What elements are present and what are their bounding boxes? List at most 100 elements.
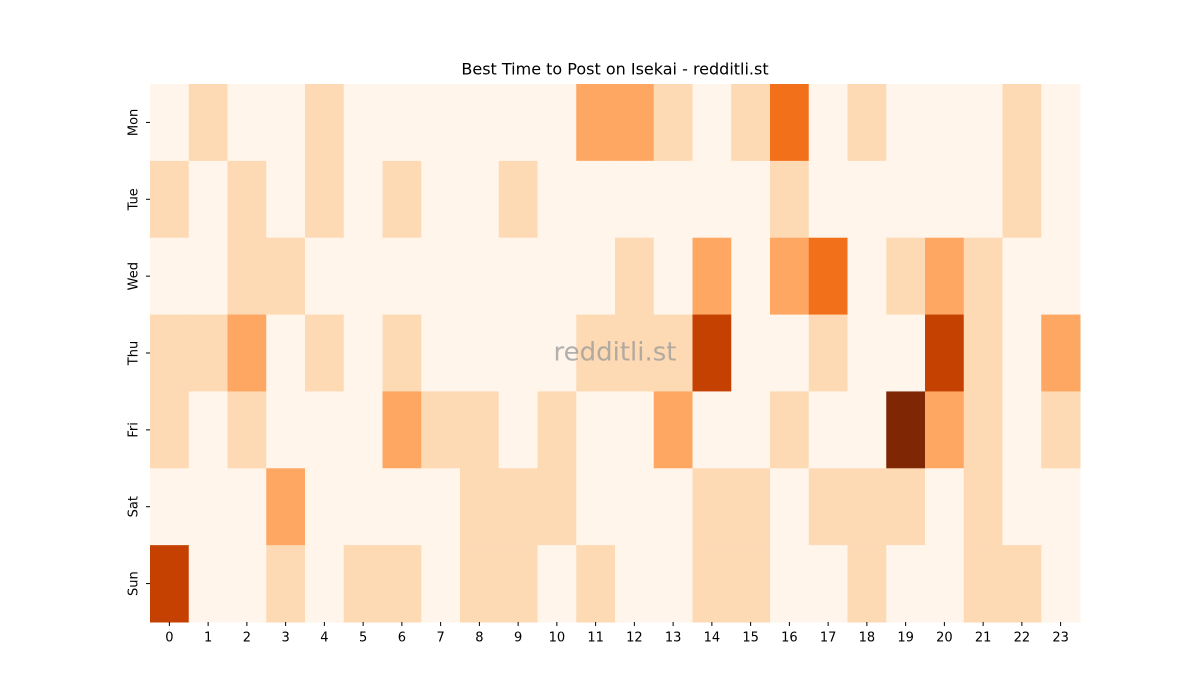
heat-cell: [808, 84, 848, 162]
heat-cell: [808, 468, 848, 546]
heat-cell: [653, 391, 693, 469]
heat-cell: [963, 468, 1003, 546]
heat-cell: [615, 545, 655, 623]
heat-cell: [847, 545, 887, 623]
heat-cell: [770, 84, 810, 162]
heat-cell: [886, 314, 926, 392]
heat-cell: [382, 314, 422, 392]
heat-cell: [1041, 545, 1081, 623]
heat-cell: [227, 84, 267, 162]
heat-cell: [460, 468, 500, 546]
heat-cell: [963, 391, 1003, 469]
heat-cell: [188, 160, 228, 239]
heat-cell: [1002, 545, 1042, 623]
heat-cell: [1041, 237, 1081, 316]
x-tick-label: 9: [514, 631, 522, 646]
heat-cell: [382, 391, 422, 469]
x-tick-label: 22: [1014, 631, 1031, 646]
heat-cell: [188, 237, 228, 316]
heat-cell: [537, 545, 577, 623]
heat-cell: [731, 545, 771, 623]
heat-cell: [963, 545, 1003, 623]
heat-cell: [731, 84, 771, 162]
heat-cell: [460, 545, 500, 623]
y-tick-label: Sun: [127, 571, 142, 596]
heat-cell: [266, 84, 306, 162]
heat-cell: [615, 160, 655, 239]
heat-cell: [692, 314, 732, 392]
heat-cell: [150, 84, 190, 162]
heat-cell: [886, 84, 926, 162]
heat-cell: [421, 314, 461, 392]
heat-cell: [576, 468, 616, 546]
heat-cell: [1002, 160, 1042, 239]
x-tick-label: 17: [820, 631, 837, 646]
heat-cell: [886, 391, 926, 469]
heat-cell: [692, 545, 732, 623]
heat-cell: [731, 314, 771, 392]
heat-cell: [731, 160, 771, 239]
heat-cell: [963, 237, 1003, 316]
heat-cell: [576, 545, 616, 623]
heat-cell: [421, 391, 461, 469]
heat-cell: [653, 545, 693, 623]
heat-cell: [343, 545, 383, 623]
heat-cell: [382, 237, 422, 316]
heat-cell: [1002, 391, 1042, 469]
x-tick-label: 1: [204, 631, 212, 646]
heat-cell: [925, 391, 965, 469]
heat-cell: [615, 468, 655, 546]
heat-cell: [421, 468, 461, 546]
heat-cell: [1041, 468, 1081, 546]
heat-cell: [266, 160, 306, 239]
heat-cell: [770, 545, 810, 623]
heat-cell: [266, 391, 306, 469]
heat-cell: [188, 84, 228, 162]
heat-cell: [188, 314, 228, 392]
heat-cell: [847, 314, 887, 392]
heat-cell: [925, 545, 965, 623]
heat-cell: [421, 84, 461, 162]
x-tick-label: 4: [320, 631, 328, 646]
heat-cell: [847, 391, 887, 469]
heat-cell: [653, 314, 693, 392]
heat-cell: [925, 468, 965, 546]
heat-cell: [227, 314, 267, 392]
heat-cell: [227, 237, 267, 316]
heat-cell: [227, 391, 267, 469]
heat-cell: [537, 160, 577, 239]
x-tick-label: 23: [1052, 631, 1069, 646]
heat-cell: [731, 468, 771, 546]
heat-cell: [498, 545, 538, 623]
heat-cell: [1002, 314, 1042, 392]
x-tick-label: 20: [936, 631, 953, 646]
heat-cell: [1041, 84, 1081, 162]
heat-cell: [150, 237, 190, 316]
heat-cell: [576, 237, 616, 316]
heat-cell: [343, 160, 383, 239]
x-tick-label: 2: [243, 631, 251, 646]
heat-cell: [343, 237, 383, 316]
heat-cell: [692, 237, 732, 316]
heat-cell: [382, 468, 422, 546]
heat-cell: [498, 468, 538, 546]
heat-cell: [266, 468, 306, 546]
heat-cell: [266, 314, 306, 392]
heat-cell: [808, 545, 848, 623]
heat-cell: [576, 314, 616, 392]
x-tick-label: 18: [859, 631, 876, 646]
x-tick-label: 8: [475, 631, 483, 646]
heat-cell: [770, 160, 810, 239]
heat-cell: [188, 391, 228, 469]
heat-cell: [692, 160, 732, 239]
heat-cell: [925, 314, 965, 392]
heat-cell: [615, 237, 655, 316]
y-tick-label: Thu: [127, 341, 142, 366]
heat-cell: [150, 391, 190, 469]
heat-cell: [498, 314, 538, 392]
heat-cell: [808, 314, 848, 392]
heat-cell: [498, 237, 538, 316]
heat-cell: [305, 391, 345, 469]
heat-cell: [460, 237, 500, 316]
